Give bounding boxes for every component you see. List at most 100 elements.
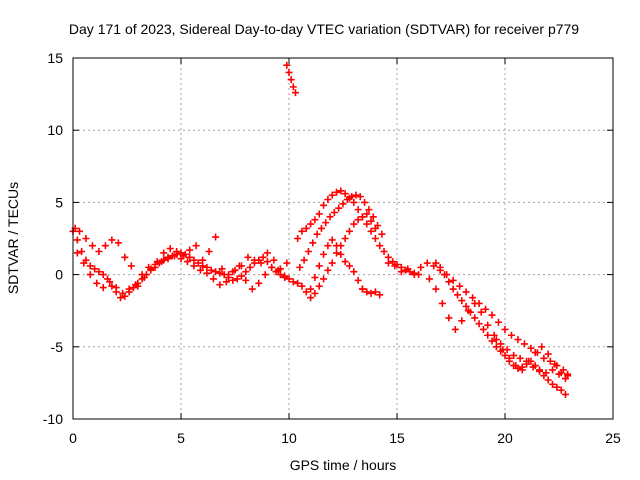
data-point [369, 213, 377, 221]
data-point [432, 259, 440, 267]
series-track-b [73, 249, 289, 297]
data-point [339, 200, 347, 208]
data-point [237, 272, 245, 280]
data-point [363, 210, 371, 218]
data-point [363, 220, 371, 228]
data-point [298, 227, 306, 235]
data-point [527, 344, 535, 352]
data-point [268, 263, 276, 271]
data-point [179, 252, 187, 260]
y-tick-label: 15 [47, 50, 63, 66]
data-point [540, 354, 548, 362]
data-point [549, 380, 557, 388]
data-point [207, 266, 215, 274]
data-point [270, 256, 278, 264]
data-point [324, 196, 332, 204]
data-point [462, 288, 470, 296]
data-point [328, 259, 336, 267]
data-point [127, 262, 135, 270]
data-point [464, 307, 472, 315]
data-point [458, 297, 466, 305]
data-point [294, 279, 302, 287]
data-point [441, 271, 449, 279]
data-point [263, 249, 271, 257]
series-track-h [307, 236, 366, 293]
data-point [371, 224, 379, 232]
data-point [391, 262, 399, 270]
data-point [311, 273, 319, 281]
data-point [495, 318, 503, 326]
data-point [300, 256, 308, 264]
y-tick-label: 0 [55, 267, 63, 283]
data-point [456, 282, 464, 290]
x-tick-label: 15 [389, 430, 405, 446]
series-track-g [298, 210, 379, 302]
data-point [330, 209, 338, 217]
data-point [328, 191, 336, 199]
data-point [216, 269, 224, 277]
data-point [445, 314, 453, 322]
data-point [512, 362, 520, 370]
data-point [518, 366, 526, 374]
series-track-l [425, 275, 569, 383]
data-point [147, 265, 155, 273]
data-point [257, 259, 265, 267]
data-point [333, 188, 341, 196]
data-point [298, 282, 306, 290]
data-point [529, 363, 537, 371]
data-point [320, 201, 328, 209]
data-point [333, 249, 341, 257]
data-point [289, 278, 297, 286]
data-point [551, 360, 559, 368]
y-tick-labels: -10 -5 0 5 10 15 [43, 50, 63, 427]
data-point [561, 390, 569, 398]
x-tick-label: 10 [281, 430, 297, 446]
x-axis-label: GPS time / hours [290, 457, 397, 473]
data-point [499, 346, 507, 354]
data-point [309, 239, 317, 247]
data-point [307, 220, 315, 228]
data-point [490, 331, 498, 339]
data-point [229, 276, 237, 284]
data-point [183, 258, 191, 266]
x-tick-label: 0 [69, 430, 77, 446]
data-point [186, 246, 194, 254]
data-point [101, 242, 109, 250]
data-point [536, 366, 544, 374]
data-point [315, 210, 323, 218]
data-point [276, 265, 284, 273]
data-point [492, 336, 500, 344]
data-point [263, 258, 271, 266]
data-point [542, 369, 550, 377]
data-point [95, 268, 103, 276]
data-point [328, 236, 336, 244]
data-point [345, 262, 353, 270]
data-point [501, 325, 509, 333]
data-point [520, 340, 528, 348]
data-points [69, 61, 572, 398]
y-tick-label: 10 [47, 122, 63, 138]
data-point [378, 230, 386, 238]
data-point [304, 247, 312, 255]
data-point [546, 357, 554, 365]
data-point [371, 288, 379, 296]
data-point [425, 275, 433, 283]
data-point [171, 252, 179, 260]
x-tick-label: 5 [177, 430, 185, 446]
data-point [302, 224, 310, 232]
data-point [544, 376, 552, 384]
data-point [445, 278, 453, 286]
data-point [82, 235, 90, 242]
data-point [367, 289, 375, 297]
data-point [345, 227, 353, 235]
data-point [112, 284, 120, 292]
data-point [222, 278, 230, 286]
series-track-m [492, 336, 572, 380]
data-point [363, 288, 371, 296]
data-point [358, 213, 366, 221]
data-point [73, 249, 81, 257]
data-point [317, 224, 325, 232]
data-point [469, 294, 477, 302]
y-tick-label: -5 [51, 339, 64, 355]
